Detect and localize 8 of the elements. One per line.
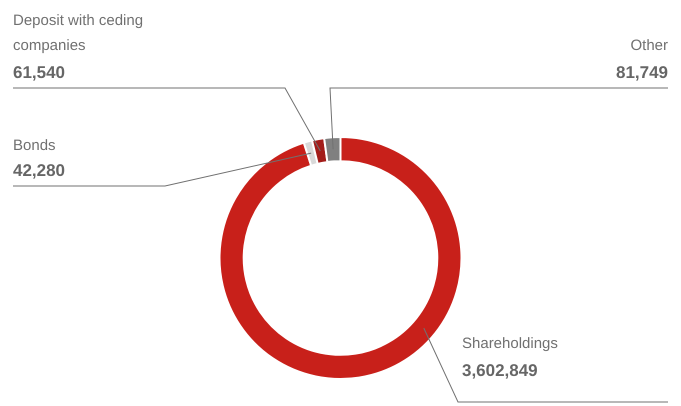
slice-label: Deposit with ceding companies — [13, 12, 144, 54]
slice-label: Bonds — [13, 137, 56, 154]
slice-label: Other — [630, 37, 668, 54]
data-label: 81,749 — [616, 63, 668, 82]
slice-label: Shareholdings — [462, 335, 558, 352]
data-label: 42,280 — [13, 161, 65, 180]
data-label: 61,540 — [13, 63, 65, 82]
data-label: 3,602,849 — [462, 361, 538, 380]
